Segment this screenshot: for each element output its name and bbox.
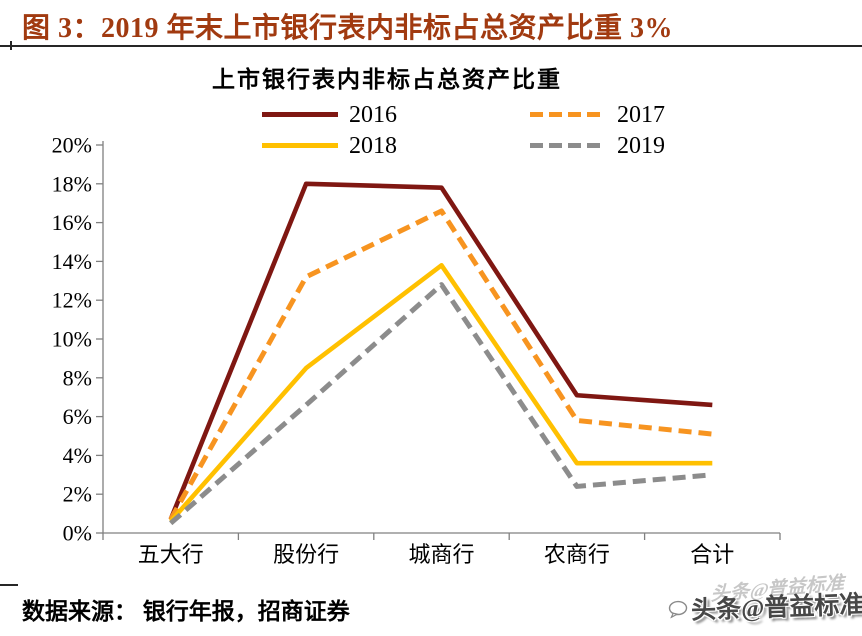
y-tick-label: 2% (63, 482, 92, 507)
series-line-2017 (168, 208, 713, 521)
y-tick-label: 4% (63, 443, 92, 468)
y-tick-label: 20% (52, 132, 92, 157)
y-tick-label: 12% (52, 288, 92, 313)
y-tick-label: 0% (63, 520, 92, 545)
data-source-text: 数据来源： 银行年报，招商证券 (22, 599, 350, 624)
legend-swatch-2016 (262, 112, 338, 117)
legend-swatch-2017 (530, 112, 606, 117)
legend-item-2019: 2019 (530, 133, 665, 158)
y-tick-label: 6% (63, 404, 92, 429)
legend-item-2016: 2016 (262, 102, 530, 127)
legend-swatch-2018 (262, 143, 338, 148)
legend-item-2017: 2017 (530, 102, 665, 127)
footer-divider-tick (0, 584, 18, 586)
y-tick-label: 10% (52, 326, 92, 351)
legend: 2016 2017 2018 2019 (262, 102, 665, 158)
watermark: 头条@普益标准 头条@普益标准 (667, 573, 862, 628)
y-tick-label: 18% (52, 171, 92, 196)
legend-label: 2019 (617, 132, 665, 159)
x-category-label: 股份行 (273, 542, 339, 567)
speech-bubble-icon (668, 600, 688, 619)
series-line-2016 (168, 181, 713, 521)
y-tick-label: 8% (63, 365, 92, 390)
chart-title: 上市银行表内非标占总资产比重 (212, 67, 562, 92)
header-divider-tick (10, 41, 12, 50)
series-line-2018 (168, 262, 713, 523)
header-divider (0, 45, 862, 47)
legend-swatch-2019 (530, 143, 606, 148)
figure-title: 图 3：2019 年末上市银行表内非标占总资产比重 3% (22, 13, 674, 44)
legend-label: 2018 (349, 132, 397, 159)
x-category-label: 五大行 (138, 542, 204, 567)
y-tick-label: 14% (52, 249, 92, 274)
y-tick-label: 16% (52, 210, 92, 235)
legend-label: 2017 (617, 101, 665, 128)
legend-item-2018: 2018 (262, 133, 530, 158)
legend-label: 2016 (349, 101, 397, 128)
x-category-label: 合计 (690, 542, 734, 567)
x-category-label: 城商行 (408, 542, 474, 567)
axis-lines (102, 141, 780, 534)
x-category-label: 农商行 (544, 542, 610, 567)
series-line-2019 (169, 282, 713, 526)
